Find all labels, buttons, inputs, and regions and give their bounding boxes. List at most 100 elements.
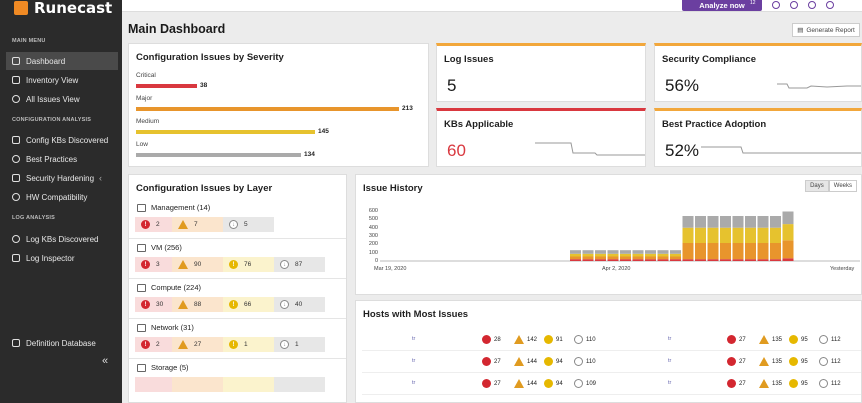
best-practice-card[interactable]: Best Practice Adoption 52% [654,108,862,167]
history-bar-segment[interactable] [645,256,656,260]
history-bar-segment[interactable] [607,253,619,257]
history-bar-segment[interactable] [757,259,769,261]
history-bar-segment[interactable] [607,256,619,260]
history-bar-segment[interactable] [620,256,631,260]
history-bar-segment[interactable] [720,243,731,260]
history-bar-segment[interactable] [707,227,719,243]
sidebar-item-dashboard[interactable]: Dashboard [6,52,118,70]
history-bar-segment[interactable] [595,256,606,260]
history-bar-segment[interactable] [582,259,594,261]
history-bar-segment[interactable] [695,259,706,261]
critical-count-pill[interactable]: ! 30 [135,297,172,312]
history-bar-segment[interactable] [620,253,631,257]
sidebar-item-hw-compatibility[interactable]: HW Compatibility [6,188,118,206]
history-bar-segment[interactable] [595,259,606,261]
major-count-pill[interactable]: 90 [172,257,223,272]
history-bar-segment[interactable] [670,253,681,257]
analyze-now-button[interactable]: Analyze now [682,0,762,11]
history-bar-segment[interactable] [570,250,581,254]
major-count-pill[interactable]: 7 [172,217,223,232]
user-icon[interactable] [826,1,834,9]
history-bar-segment[interactable] [732,259,744,261]
history-bar-segment[interactable] [620,250,631,254]
major-count-pill[interactable]: 27 [172,337,223,352]
history-bar-segment[interactable] [670,250,681,254]
history-bar-segment[interactable] [757,227,769,243]
history-bar-segment[interactable] [670,256,681,260]
history-bar-segment[interactable] [582,253,594,257]
host-name[interactable]: tr [668,336,672,342]
sidebar-item-best-practices[interactable]: Best Practices [6,150,118,168]
history-bar-segment[interactable] [657,250,669,254]
generate-report-button[interactable]: ▤ Generate Report [792,23,860,37]
security-compliance-card[interactable]: Security Compliance 56% [654,43,862,102]
history-bar-segment[interactable] [682,216,694,228]
history-bar-segment[interactable] [570,253,581,257]
history-bar-segment[interactable] [707,216,719,228]
major-count-pill[interactable]: 88 [172,297,223,312]
settings-icon[interactable] [772,1,780,9]
host-name[interactable]: tr [412,336,416,342]
history-bar-segment[interactable] [782,224,794,241]
history-bar-segment[interactable] [720,259,731,261]
history-bar-segment[interactable] [645,259,656,261]
history-bar-segment[interactable] [770,243,781,260]
history-bar-segment[interactable] [732,227,744,243]
history-bar-segment[interactable] [582,256,594,260]
history-bar-segment[interactable] [682,259,694,261]
sidebar-item-security-hardening[interactable]: Security Hardening ‹ [6,169,118,187]
history-bar-segment[interactable] [745,243,756,260]
history-bar-segment[interactable] [695,216,706,228]
host-name[interactable]: tr [412,380,416,386]
history-bar-segment[interactable] [670,259,681,261]
history-bar-segment[interactable] [707,243,719,260]
history-bar-segment[interactable] [732,243,744,260]
history-bar-segment[interactable] [595,250,606,254]
history-bar-segment[interactable] [770,227,781,243]
host-name[interactable]: tr [412,358,416,364]
history-bar-segment[interactable] [770,259,781,261]
kbs-applicable-card[interactable]: KBs Applicable 60 [436,108,646,167]
history-bar-segment[interactable] [745,259,756,261]
brand-logo[interactable]: Runecast [0,0,122,16]
sidebar-item-log-inspector[interactable]: Log Inspector [6,249,118,267]
sidebar-item-definition-db[interactable]: Definition Database [6,334,118,352]
history-bar-segment[interactable] [632,259,644,261]
history-bar-segment[interactable] [720,216,731,228]
history-bar-segment[interactable] [595,253,606,257]
low-count-pill[interactable]: ↓ 40 [274,297,325,312]
history-bar-segment[interactable] [782,211,794,225]
history-bar-segment[interactable] [757,216,769,228]
weeks-toggle[interactable]: Weeks [828,180,857,192]
history-bar-segment[interactable] [720,227,731,243]
layer-row-title[interactable]: Compute (224) [137,283,201,292]
low-count-pill[interactable]: ↓ 1 [274,337,325,352]
history-bar-segment[interactable] [757,243,769,260]
host-name[interactable]: tr [668,358,672,364]
sidebar-item-config-kbs[interactable]: Config KBs Discovered [6,131,118,149]
notification-badge[interactable]: 12 [748,0,758,6]
critical-count-pill[interactable]: ! 2 [135,217,172,232]
sidebar-item-inventory[interactable]: Inventory View [6,71,118,89]
critical-count-pill[interactable]: ! 2 [135,337,172,352]
history-bar-segment[interactable] [632,250,644,254]
history-bar-segment[interactable] [570,256,581,260]
history-bar-segment[interactable] [582,250,594,254]
history-bar-segment[interactable] [682,227,694,243]
chat-icon[interactable] [808,1,816,9]
history-bar-segment[interactable] [745,227,756,243]
history-bar-segment[interactable] [745,216,756,228]
history-bar-segment[interactable] [632,256,644,260]
sidebar-item-all-issues[interactable]: All Issues View [6,90,118,108]
history-bar-segment[interactable] [682,243,694,260]
history-bar-segment[interactable] [607,259,619,261]
medium-count-pill[interactable]: ! 1 [223,337,274,352]
history-bar-segment[interactable] [732,216,744,228]
history-bar-segment[interactable] [782,258,794,261]
log-issues-card[interactable]: Log Issues 5 [436,43,646,102]
history-bar-segment[interactable] [657,256,669,260]
layer-row-title[interactable]: Management (14) [137,203,210,212]
medium-count-pill[interactable]: ! 76 [223,257,274,272]
collapse-sidebar-button[interactable]: « [102,355,109,367]
history-bar-segment[interactable] [645,250,656,254]
